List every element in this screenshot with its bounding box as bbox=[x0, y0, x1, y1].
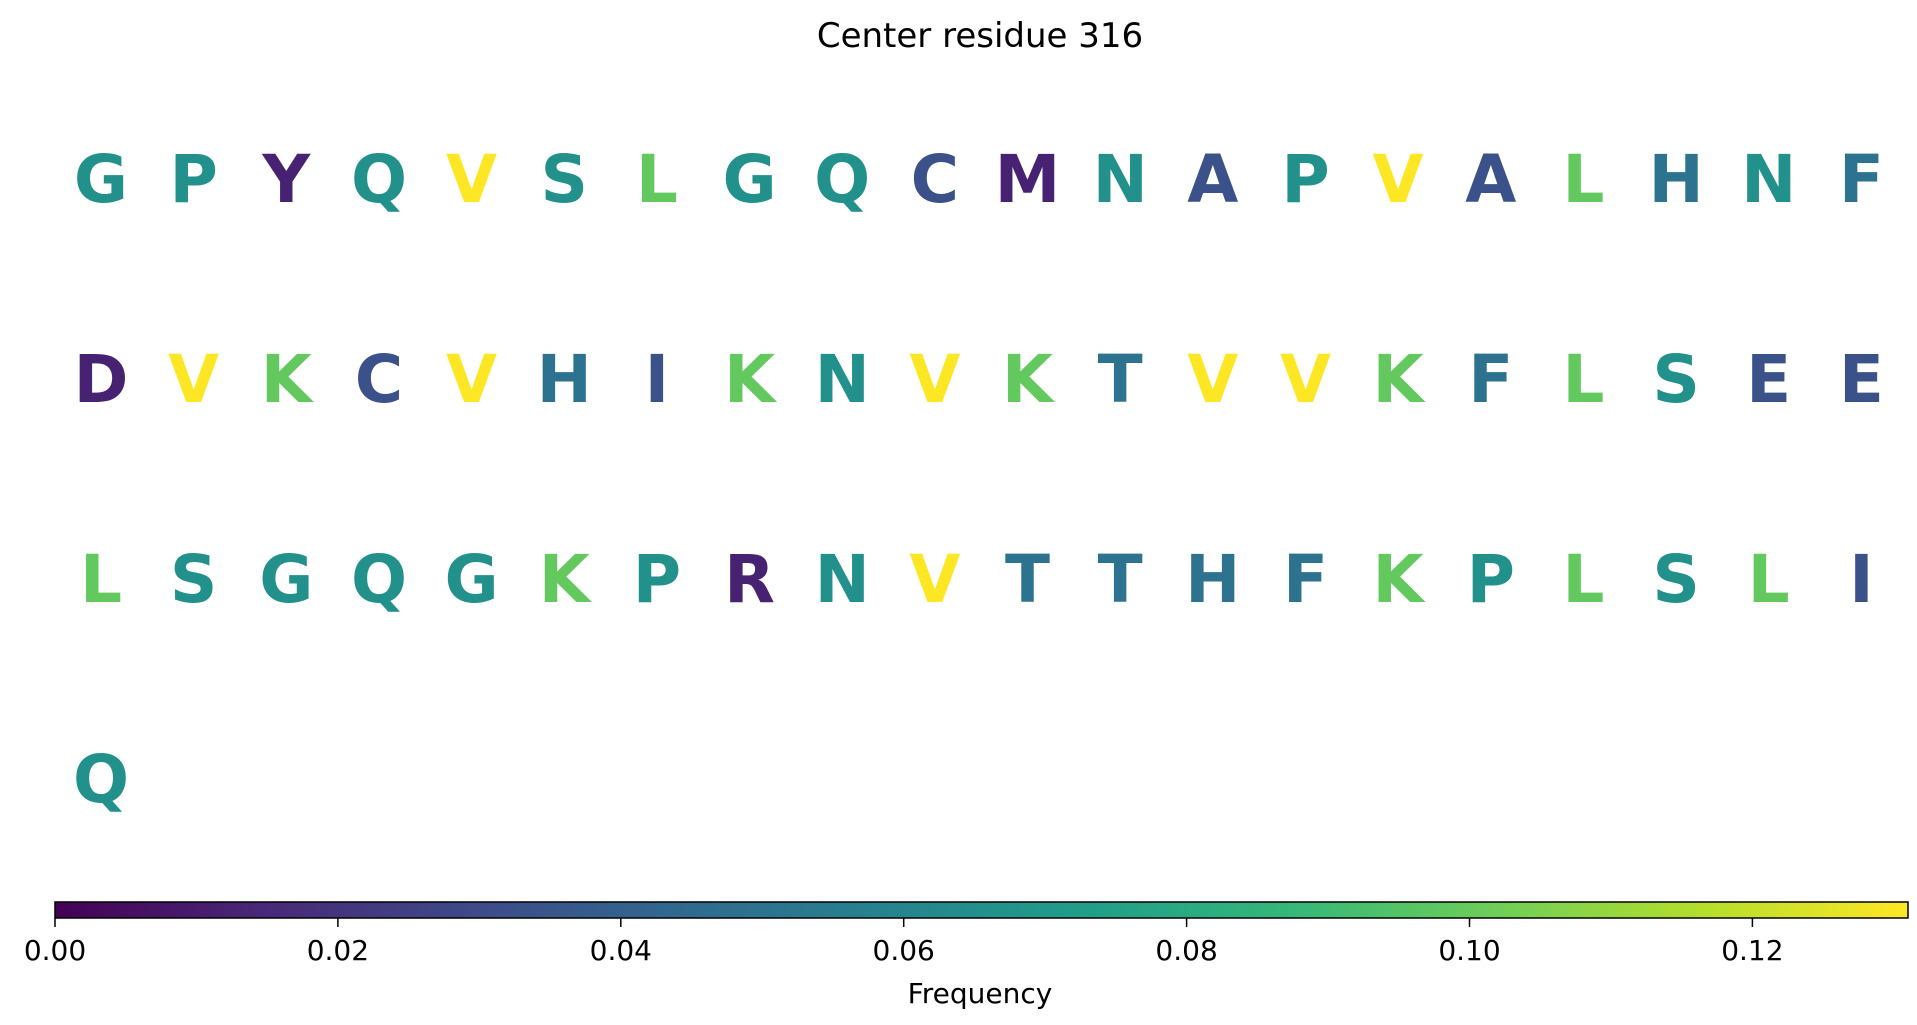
residue-letter: V bbox=[168, 341, 219, 418]
residue-letter: M bbox=[995, 141, 1061, 218]
residue-letter: S bbox=[1652, 541, 1700, 618]
residue-letter: I bbox=[645, 341, 670, 418]
residue-letter: P bbox=[1281, 141, 1329, 218]
residue-letter: Q bbox=[814, 141, 870, 218]
residue-letter: K bbox=[261, 341, 315, 418]
chart-title: Center residue 316 bbox=[817, 16, 1143, 56]
residue-letter: P bbox=[170, 141, 218, 218]
residue-letter: K bbox=[1373, 341, 1427, 418]
residue-letter: S bbox=[541, 141, 589, 218]
residue-letter: V bbox=[1373, 141, 1424, 218]
residue-letter: D bbox=[74, 341, 129, 418]
residue-letter: Q bbox=[351, 141, 407, 218]
residue-letter: K bbox=[1373, 541, 1427, 618]
colorbar-label: Frequency bbox=[908, 977, 1053, 1010]
colorbar-tick-label: 0.12 bbox=[1721, 934, 1783, 967]
residue-letter: V bbox=[909, 341, 960, 418]
residue-letter: L bbox=[1562, 541, 1604, 618]
residue-letter: T bbox=[1098, 541, 1143, 618]
residue-letter: V bbox=[1187, 341, 1238, 418]
residue-letter: T bbox=[1098, 341, 1143, 418]
colorbar-tick-label: 0.06 bbox=[873, 934, 935, 967]
residue-letter: C bbox=[911, 141, 959, 218]
residue-letter: A bbox=[1465, 141, 1516, 218]
residue-letter: L bbox=[1748, 541, 1790, 618]
residue-letter: I bbox=[1849, 541, 1874, 618]
colorbar-tick-label: 0.04 bbox=[590, 934, 652, 967]
residue-letter: R bbox=[724, 541, 775, 618]
residue-letter: H bbox=[1648, 141, 1703, 218]
residue-letter: E bbox=[1839, 341, 1884, 418]
residue-grid: G P Y Q V S L G Q C M N A P V A L H N FD V K C V H I K N V K T V V K F L S E E… bbox=[73, 141, 1884, 818]
residue-letter: T bbox=[1005, 541, 1050, 618]
residue-letter: G bbox=[259, 541, 313, 618]
residue-letter: H bbox=[1185, 541, 1240, 618]
colorbar-ticks: 0.00 0.02 0.04 0.06 0.08 0.10 0.12 bbox=[24, 918, 1784, 967]
residue-letter: V bbox=[909, 541, 960, 618]
residue-letter: H bbox=[537, 341, 592, 418]
residue-letter: N bbox=[815, 341, 870, 418]
colorbar-tick-label: 0.00 bbox=[24, 934, 86, 967]
residue-letter: K bbox=[1002, 341, 1056, 418]
residue-letter: E bbox=[1746, 341, 1791, 418]
residue-letter: S bbox=[170, 541, 218, 618]
residue-letter: K bbox=[539, 541, 593, 618]
residue-letter: P bbox=[1467, 541, 1515, 618]
residue-letter: V bbox=[1280, 341, 1331, 418]
residue-letter: N bbox=[1093, 141, 1148, 218]
residue-letter: V bbox=[446, 141, 497, 218]
colorbar-tick-label: 0.08 bbox=[1155, 934, 1217, 967]
residue-letter: Q bbox=[351, 541, 407, 618]
residue-letter: F bbox=[1468, 341, 1513, 418]
residue-letter: L bbox=[636, 141, 678, 218]
residue-letter: G bbox=[74, 141, 128, 218]
residue-letter: K bbox=[724, 341, 778, 418]
residue-letter: Q bbox=[73, 741, 129, 818]
residue-letter: F bbox=[1283, 541, 1328, 618]
residue-letter: L bbox=[1562, 341, 1604, 418]
colorbar bbox=[54, 901, 1909, 919]
residue-letter: Y bbox=[261, 141, 311, 218]
residue-letter: G bbox=[445, 541, 499, 618]
residue-letter: S bbox=[1652, 341, 1700, 418]
residue-letter: C bbox=[355, 341, 403, 418]
residue-letter: P bbox=[633, 541, 681, 618]
residue-letter: N bbox=[815, 541, 870, 618]
residue-letter: L bbox=[1562, 141, 1604, 218]
residue-letter: F bbox=[1839, 141, 1884, 218]
colorbar-tick-label: 0.10 bbox=[1438, 934, 1500, 967]
residue-letter: A bbox=[1187, 141, 1238, 218]
colorbar-tick-label: 0.02 bbox=[307, 934, 369, 967]
residue-letter: G bbox=[723, 141, 777, 218]
residue-letter: N bbox=[1741, 141, 1796, 218]
residue-letter: V bbox=[446, 341, 497, 418]
residue-letter: L bbox=[80, 541, 122, 618]
